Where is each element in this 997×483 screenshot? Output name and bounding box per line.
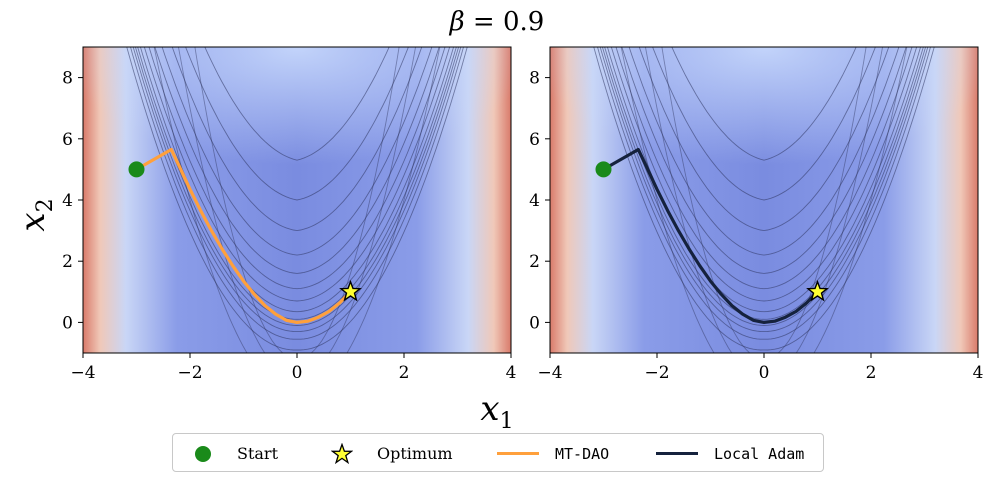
title-value: = 0.9: [465, 7, 545, 37]
y-tick-label: 6: [529, 130, 540, 150]
y-tick-label: 8: [529, 69, 540, 89]
contour-line: [610, 47, 918, 302]
figure-title: β = 0.9: [449, 7, 545, 37]
contour-line: [620, 47, 908, 353]
contour-line: [154, 47, 440, 274]
contour-line: [601, 47, 927, 326]
contour-line: [615, 47, 913, 290]
contour-line: [132, 47, 462, 333]
x-axis-label-sub: 1: [500, 409, 514, 434]
x-tick-label: 4: [973, 363, 984, 383]
contour-line: [671, 47, 857, 161]
legend-item-optimum: Optimum: [331, 434, 453, 473]
y-axis-label: x2: [13, 198, 58, 231]
x-tick-label: −2: [644, 363, 669, 383]
legend-label-mt-dao: MT-DAO: [555, 444, 610, 463]
x-tick-label: −4: [537, 363, 562, 383]
y-axis-label-base: x: [13, 212, 53, 231]
legend-item-start: Start: [193, 434, 278, 473]
start-marker-icon: [195, 445, 211, 462]
y-tick-label: 4: [62, 191, 73, 211]
contour-line: [652, 47, 876, 201]
right-panel: −4 −2 0 2 4 0 2 4 6 8: [529, 46, 984, 383]
contour-line: [148, 47, 446, 290]
y-axis-label-sub: 2: [33, 198, 58, 212]
y-tick-label: 4: [529, 191, 540, 211]
plot-highlight: [83, 47, 511, 262]
contour-line: [143, 47, 451, 302]
left-panel: −4 −2 0 2 4 0 2 4 6 8: [62, 46, 517, 383]
contour-line: [153, 47, 441, 353]
y-tick-label: 0: [529, 313, 540, 333]
legend-label-optimum: Optimum: [377, 444, 453, 463]
contour-line: [161, 47, 433, 256]
mt-dao-line-icon: [497, 452, 539, 455]
legend-label-start: Start: [237, 444, 279, 463]
start-marker: [128, 161, 145, 178]
contour-line: [204, 47, 390, 161]
legend-label-local-adam: Local Adam: [714, 444, 805, 463]
x-tick-label: −4: [70, 363, 95, 383]
contour-line: [621, 47, 907, 274]
x-tick-label: 4: [506, 363, 517, 383]
contour-line: [628, 47, 900, 256]
contour-line: [604, 47, 924, 320]
x-tick-label: 0: [292, 363, 303, 383]
x-tick-label: 2: [399, 363, 410, 383]
contour-line: [137, 47, 457, 320]
contour-line: [597, 47, 931, 340]
title-beta: β: [449, 7, 465, 37]
legend-item-local-adam: Local Adam: [656, 434, 804, 473]
y-tick-label: 6: [62, 130, 73, 150]
local-adam-line-icon: [656, 452, 698, 455]
contour-line: [126, 47, 468, 351]
trajectory-line: [601, 147, 820, 324]
legend: Start Optimum MT-DAO Local Adam: [172, 433, 824, 472]
optimum-marker: [806, 279, 829, 302]
contour-lines: [593, 47, 935, 353]
contour-line: [185, 47, 409, 201]
contour-line: [139, 47, 455, 313]
trajectory-line: [134, 147, 353, 324]
contour-line: [638, 47, 890, 232]
y-tick-label: 0: [62, 313, 73, 333]
x-axis-label-base: x: [480, 389, 499, 429]
star-marker-icon: [331, 442, 353, 464]
legend-item-mt-dao: MT-DAO: [497, 434, 609, 473]
start-marker: [595, 161, 612, 178]
contour-line: [599, 47, 929, 333]
contour-line: [593, 47, 935, 351]
contour-line: [134, 47, 460, 326]
x-axis-label: x1: [480, 389, 513, 434]
contour-line: [606, 47, 922, 313]
x-tick-label: 2: [866, 363, 877, 383]
optimum-marker: [339, 279, 362, 302]
x-tick-label: −2: [177, 363, 202, 383]
contour-line: [171, 47, 423, 232]
contour-lines: [126, 47, 468, 353]
y-tick-label: 8: [62, 69, 73, 89]
plot-highlight: [550, 47, 978, 262]
x-tick-label: 0: [759, 363, 770, 383]
y-tick-label: 2: [529, 252, 540, 272]
contour-line: [130, 47, 464, 340]
y-tick-label: 2: [62, 252, 73, 272]
